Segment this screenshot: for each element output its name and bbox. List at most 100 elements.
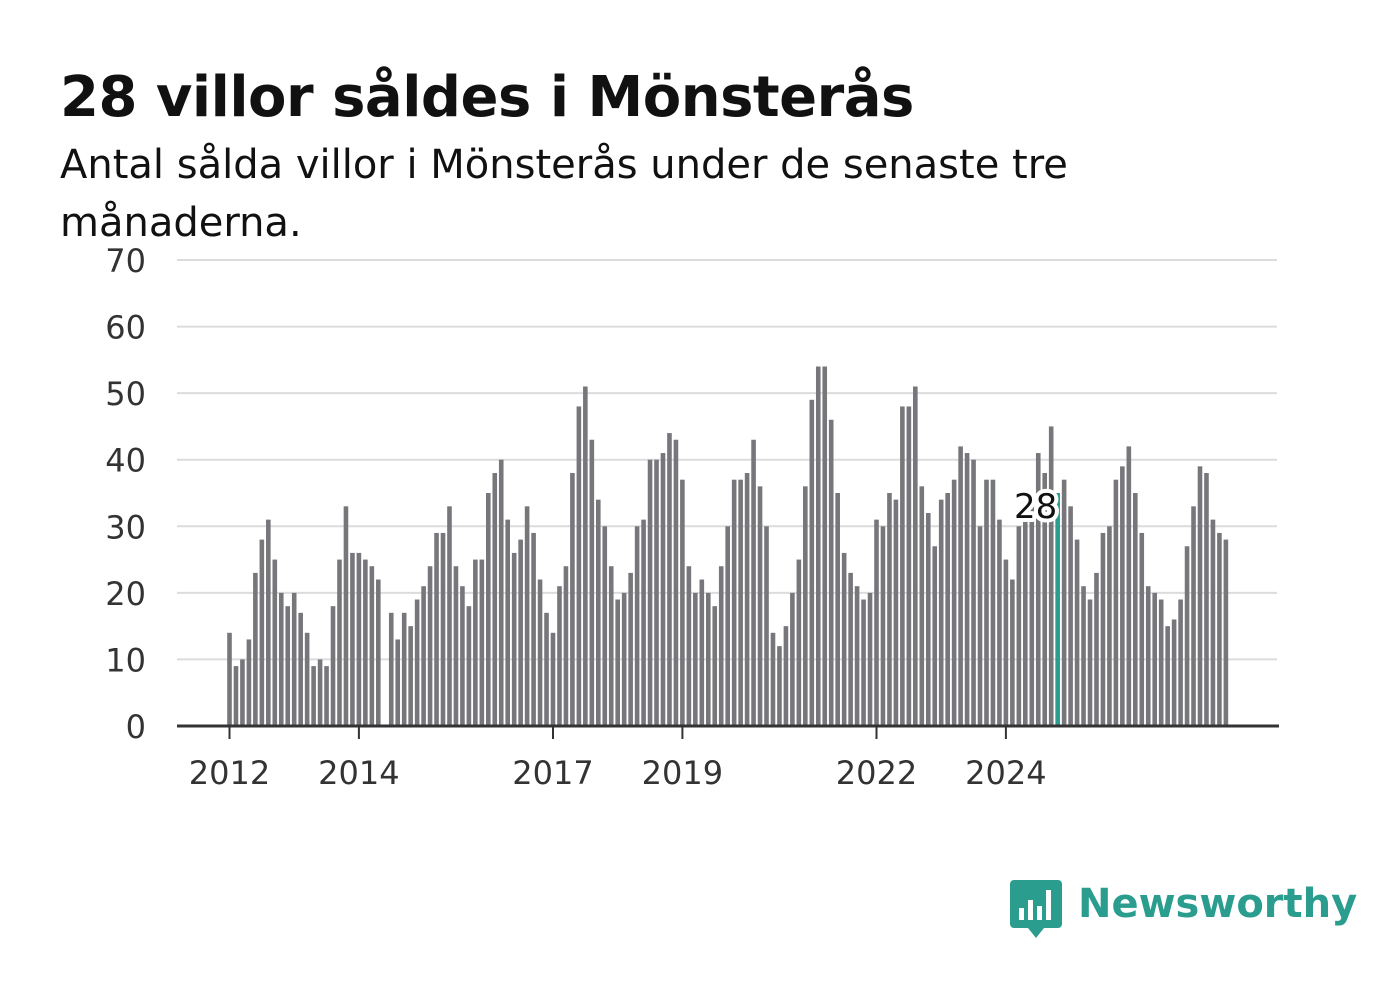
bar [938,499,944,726]
brand-name: Newsworthy [1078,881,1358,927]
bar [1081,586,1086,726]
bar [958,446,963,726]
bar [298,612,303,726]
bar [718,566,724,726]
bar [770,632,776,726]
bar [1023,506,1028,726]
bar [848,572,853,726]
bar [945,493,950,726]
y-tick-label: 30 [105,508,146,546]
bar [473,559,478,726]
bar [563,566,569,726]
bar [705,592,711,726]
bar [621,592,627,726]
bar [1139,532,1145,726]
bar [925,512,931,726]
bar [790,592,795,726]
bar [246,639,252,726]
chart-subtitle: Antal sålda villor i Mönsterås under de … [60,142,1068,246]
bar [1191,506,1196,726]
bar [479,559,485,726]
bar [822,366,828,726]
bar [867,592,873,726]
bar [486,493,491,726]
bar [395,639,401,726]
bar [919,486,925,726]
bar [317,659,323,726]
bar [874,519,879,726]
bar [1184,546,1190,726]
bar [1204,473,1209,726]
bar [1068,506,1073,726]
bar [1100,532,1106,726]
bar [1126,446,1132,726]
bar [1061,479,1067,726]
y-tick-label: 40 [105,442,146,480]
bar [1210,519,1216,726]
bar [291,592,297,726]
bar [634,526,640,726]
bar [227,632,232,726]
x-tick-label: 2017 [512,754,593,792]
y-tick-label: 0 [126,708,146,746]
bar [887,493,892,726]
x-tick-label: 2022 [836,754,917,792]
bar [803,486,808,726]
bar [330,606,336,726]
bar [841,552,847,726]
y-axis-tick-labels: 0 10 20 30 40 50 60 70 [105,242,146,746]
bar [356,552,362,726]
bar [492,473,498,726]
bar [537,579,543,726]
bar [414,599,420,726]
bar [764,526,769,726]
chart-title: 28 villor såldes i Mönsterås [60,65,914,130]
bar [699,579,705,726]
bar [1003,559,1009,726]
bar [557,586,562,726]
bar [466,606,472,726]
bar [751,439,756,726]
bar [835,493,840,726]
bar [1197,466,1203,726]
bar [272,559,278,726]
bar [1152,592,1158,726]
bar [1158,599,1164,726]
bar [401,612,407,726]
bar [285,606,291,726]
bar [1171,619,1177,726]
bar [680,479,685,726]
x-axis-ticks: 2012 2014 2017 2019 2022 2024 [189,726,1047,792]
bar [453,566,459,726]
bar [583,386,588,726]
bar [725,526,730,726]
bar [602,526,608,726]
bar [240,659,245,726]
x-tick-label: 2012 [189,754,270,792]
bar [900,406,905,726]
bar [1178,599,1183,726]
bar [971,459,976,726]
bar [447,506,452,726]
y-tick-label: 10 [105,641,146,679]
bar [712,606,718,726]
bar [815,366,821,726]
bar [984,479,989,726]
bar [977,526,983,726]
bar [1016,526,1022,726]
bar [615,599,620,726]
bar [259,539,265,726]
bar [693,592,698,726]
bar [421,586,426,726]
bar [1094,572,1099,726]
bar [932,546,938,726]
bar [595,499,601,726]
bar [990,479,996,726]
bar [893,499,899,726]
bar [628,572,633,726]
bar [1165,626,1170,726]
bar [343,506,349,726]
bar [376,579,381,726]
y-tick-label: 20 [105,575,146,613]
